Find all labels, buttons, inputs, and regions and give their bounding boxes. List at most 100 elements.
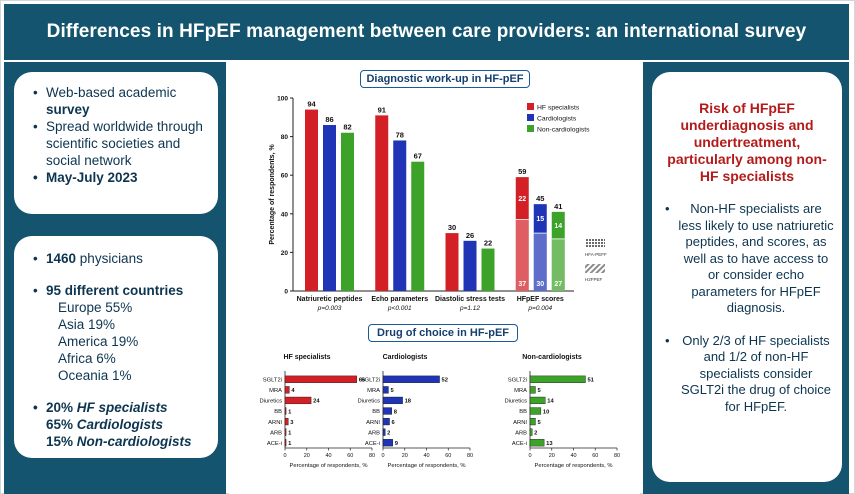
- drug-category-label: MRA: [514, 388, 527, 394]
- drug-value-label: 24: [313, 399, 320, 405]
- region-item: America 19%: [58, 334, 139, 349]
- diag-bar: [481, 248, 495, 291]
- diag-bar: [375, 115, 389, 291]
- drug-bar: [382, 396, 403, 405]
- diag-value-label: 41: [554, 202, 562, 211]
- diag-value-label: 30: [448, 223, 456, 232]
- legend-swatch: [527, 103, 534, 110]
- diag-bar: [341, 132, 354, 291]
- drug-bar: [382, 417, 390, 426]
- diag-pvalue: p=1.12: [459, 305, 480, 312]
- drug-bar: [284, 407, 287, 415]
- h2fpef-value: 27: [554, 281, 562, 288]
- drug-category-label: ACE-i: [512, 441, 527, 447]
- drug-value-label: 9: [395, 441, 399, 447]
- drug-category-label: ARB: [270, 430, 282, 436]
- drug-value-label: 2: [387, 430, 390, 436]
- hfa-peff-value: 22: [518, 196, 526, 203]
- split-item-noncardio: 15% Non-cardiologists: [46, 434, 192, 449]
- drug-value-label: 13: [546, 441, 553, 447]
- drug-value-label: 66: [359, 378, 366, 384]
- drug-category-label: Diuretics: [504, 399, 527, 405]
- drug-category-label: BB: [519, 409, 527, 415]
- period-item: May-July 2023: [33, 169, 210, 186]
- drug-bar: [382, 375, 440, 383]
- diag-bar: [463, 240, 477, 291]
- drug-category-label: SGLT2i: [508, 377, 527, 383]
- conclusion-point: Only 2/3 of HF specialists and 1/2 of no…: [665, 333, 834, 416]
- drug-value-label: 4: [291, 388, 295, 394]
- drug-bar: [529, 439, 545, 447]
- drug-value-label: 5: [537, 420, 541, 426]
- hfa-peff-value: 14: [554, 223, 562, 230]
- region-item: Europe 55%: [58, 300, 133, 315]
- diag-pvalue: p<0.001: [387, 305, 412, 312]
- survey-item: Web-based academic survey: [33, 84, 210, 118]
- y-tick-label: 40: [281, 211, 289, 218]
- diag-category-label: Echo parameters: [371, 296, 428, 303]
- drug-x-axis-title: Percentage of respondents, %: [388, 463, 466, 469]
- drug-x-tick-label: 20: [549, 453, 555, 459]
- drug-panel-title: Cardiologists: [383, 354, 428, 361]
- drug-x-tick-label: 60: [347, 453, 353, 459]
- diag-value-label: 67: [414, 152, 422, 161]
- drug-bar: [284, 386, 290, 394]
- conclusion-card: Risk of HFpEF underdiagnosis and undertr…: [652, 72, 842, 482]
- h2fpef-value: 30: [536, 281, 544, 288]
- conclusion-point: Non-HF specialists are less likely to us…: [665, 201, 834, 317]
- diag-bar: [533, 204, 547, 291]
- drug-bar: [529, 407, 542, 415]
- title-banner: Differences in HFpEF management between …: [4, 4, 849, 60]
- spread-item: Spread worldwide through scientific soci…: [33, 118, 210, 169]
- legend-label: Non-cardiologists: [537, 127, 590, 134]
- y-tick-label: 80: [281, 134, 289, 141]
- drug-bar: [382, 428, 386, 436]
- diag-value-label: 86: [325, 115, 333, 124]
- drug-bar: [529, 417, 536, 426]
- drug-category-label: MRA: [367, 388, 380, 394]
- drug-bar: [284, 417, 289, 426]
- h2fpef-swatch: [585, 264, 605, 273]
- drug-value-label: 6: [392, 420, 396, 426]
- drug-value-label: 18: [405, 399, 412, 405]
- drug-x-tick-label: 0: [381, 453, 384, 459]
- drug-x-tick-label: 40: [570, 453, 576, 459]
- drug-category-label: ARB: [368, 430, 380, 436]
- drug-value-label: 8: [394, 409, 398, 415]
- diag-value-label: 59: [518, 167, 526, 176]
- drug-category-label: MRA: [269, 388, 282, 394]
- drug-value-label: 5: [537, 388, 541, 394]
- drug-bar: [529, 396, 546, 405]
- drug-bar: [284, 439, 287, 447]
- drug-category-label: ARNI: [513, 420, 527, 426]
- drug-x-tick-label: 0: [528, 453, 531, 459]
- drug-x-tick-label: 20: [402, 453, 408, 459]
- drug-value-label: 1: [288, 409, 292, 415]
- h2fpef-legend-label: H2FPEF: [585, 277, 603, 282]
- diag-bar: [515, 177, 529, 291]
- drug-x-tick-label: 80: [614, 453, 620, 459]
- drug-x-tick-label: 60: [445, 453, 451, 459]
- h2fpef-segment: [515, 219, 529, 291]
- drug-category-label: ACE-i: [267, 441, 282, 447]
- drug-value-label: 14: [547, 399, 554, 405]
- drug-bar: [382, 407, 392, 415]
- drug-bar: [382, 439, 393, 447]
- legend-swatch: [527, 114, 534, 121]
- region-item: Asia 19%: [58, 317, 116, 332]
- drug-value-label: 5: [390, 388, 394, 394]
- survey-card: Web-based academic survey Spread worldwi…: [14, 72, 218, 214]
- conclusion-title: Risk of HFpEF underdiagnosis and undertr…: [667, 100, 827, 184]
- page-title: Differences in HFpEF management between …: [46, 21, 807, 42]
- diag-bar: [305, 109, 318, 291]
- diag-category-label: Diastolic stress tests: [435, 296, 505, 303]
- drug-bar: [529, 386, 536, 394]
- diag-pvalue: p=0.004: [527, 305, 552, 312]
- physicians-item: 1460 physicians: [33, 250, 210, 267]
- drug-panel-title: HF specialists: [283, 354, 330, 361]
- drug-x-tick-label: 60: [592, 453, 598, 459]
- respondents-card: 1460 physicians 95 different countries E…: [14, 236, 218, 458]
- drug-category-label: Diuretics: [259, 399, 282, 405]
- drug-bar: [284, 396, 312, 405]
- h2fpef-segment: [551, 238, 565, 291]
